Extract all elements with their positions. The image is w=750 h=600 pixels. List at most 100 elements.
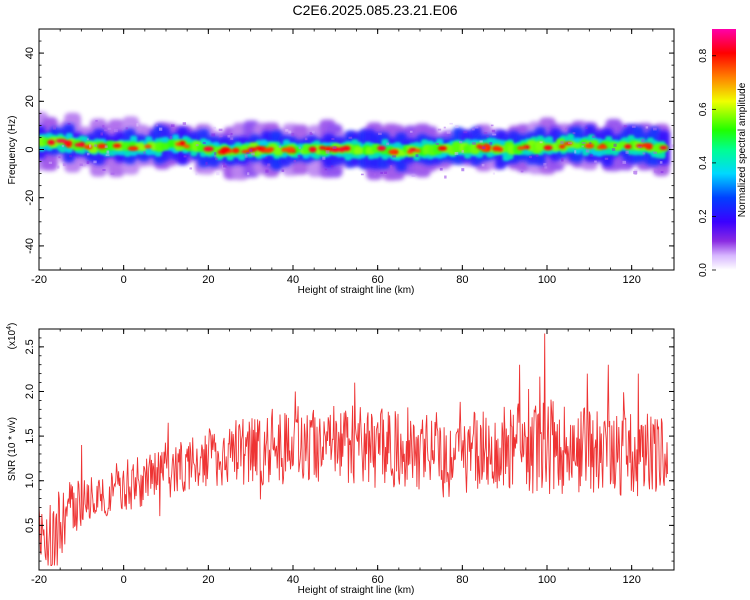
x-tick-label: 60 xyxy=(372,574,384,586)
spectrogram-peak xyxy=(55,138,67,143)
spectrogram-peak xyxy=(263,148,273,153)
snr-y-multiplier-exponent: 4 xyxy=(6,326,13,330)
y-tick-label: 2.0 xyxy=(24,384,36,399)
spectrogram-speckle-cell xyxy=(230,132,233,135)
spectrogram-speckle-cell xyxy=(265,156,268,159)
spectrogram-speckle-cell xyxy=(189,167,193,170)
spectrogram-speckle-cell xyxy=(645,126,649,129)
spectrogram-speckle-cell xyxy=(281,169,285,172)
spectrogram-speckle-cell xyxy=(604,157,609,160)
spectrogram-peaks xyxy=(47,138,668,155)
spectrogram-speckle-cell xyxy=(331,137,335,141)
spectrogram-speckle-cell xyxy=(669,144,674,148)
spectrogram-cell xyxy=(196,144,207,152)
x-tick-label: 20 xyxy=(202,274,214,286)
spectrogram-speckle-cell xyxy=(443,126,446,129)
spectrogram-speckle-cell xyxy=(455,125,459,128)
spectrogram-speckle-cell xyxy=(581,145,584,148)
snr-series-line xyxy=(39,333,669,566)
spectrogram-peak xyxy=(183,144,191,149)
spectrogram-speckle-cell xyxy=(360,173,364,176)
spectrogram-speckle-cell xyxy=(585,126,588,129)
spectrogram-speckle-cell xyxy=(48,161,53,164)
spectrogram-speckle-cell xyxy=(386,142,390,146)
y-tick-label: -40 xyxy=(24,238,36,254)
x-tick-label: 120 xyxy=(622,574,640,586)
spectrogram-speckle-cell xyxy=(642,152,646,155)
spectrogram-peak xyxy=(437,146,448,151)
spectrogram-speckle-cell xyxy=(265,169,269,173)
spectrogram-speckle-cell xyxy=(195,172,198,176)
spectrogram-speckle-cell xyxy=(246,152,250,154)
spectrogram-speckle-cell xyxy=(324,168,328,171)
spectrogram-speckle-cell xyxy=(104,145,108,148)
y-tick-label: 20 xyxy=(24,95,36,107)
spectrogram-peak xyxy=(324,146,333,152)
spectrogram-band xyxy=(39,111,674,181)
spectrogram-speckle-cell xyxy=(61,144,65,148)
spectrogram-speckle-cell xyxy=(454,151,459,155)
spectrogram-cell xyxy=(535,140,546,151)
spectrogram-speckle-cell xyxy=(653,127,657,131)
spectrogram-speckle-cell xyxy=(479,140,483,143)
spectrogram-speckle-cell xyxy=(437,128,442,131)
spectrogram-speckle-cell xyxy=(623,125,627,128)
snr-panel: -20 0 20 40 60 80 100 120 0.5 1.0 1.5 2.0 2.5 Heigh… xyxy=(6,323,675,596)
spectrogram-cell xyxy=(302,144,312,154)
spectrogram-peak xyxy=(408,148,417,152)
spectrogram-speckle-cell xyxy=(247,172,250,176)
spectrogram-x-ticks: -20 0 20 40 60 80 100 120 xyxy=(31,29,675,286)
spectrogram-speckle-cell xyxy=(389,165,393,169)
spectrogram-speckle-cell xyxy=(561,158,564,162)
spectrogram-speckle-cell xyxy=(219,135,223,138)
spectrogram-speckle-cell xyxy=(492,172,496,175)
spectrogram-peak xyxy=(492,145,501,152)
spectrogram-speckle-cell xyxy=(481,163,485,167)
spectrogram-cell xyxy=(167,139,177,148)
colorbar-ticks: 0.0 0.2 0.4 0.6 0.8 xyxy=(698,48,716,277)
x-tick-label: 80 xyxy=(456,574,468,586)
spectrogram-speckle-cell xyxy=(483,132,488,134)
spectrogram-speckle-cell xyxy=(625,150,629,154)
spectrogram-speckle-cell xyxy=(415,154,419,158)
y-tick-label: 40 xyxy=(24,47,36,59)
colorbar-tick-label: 0.0 xyxy=(698,263,709,277)
spectrogram-peak xyxy=(642,142,653,148)
spectrogram-peak xyxy=(377,145,386,151)
spectrogram-speckle-cell xyxy=(590,154,594,157)
spectrogram-speckle-cell xyxy=(474,126,479,129)
spectrogram-y-ticks: -40 -20 0 20 40 xyxy=(24,28,674,271)
spectrogram-speckle-cell xyxy=(325,150,330,154)
spectrogram-speckle-cell xyxy=(304,137,308,141)
spectrogram-speckle-cell xyxy=(444,175,447,179)
snr-y-ticks: 0.5 1.0 1.5 2.0 2.5 xyxy=(24,328,674,571)
spectrogram-peak xyxy=(517,146,526,150)
spectrogram-speckle-cell xyxy=(543,162,547,166)
spectrogram-speckle-cell xyxy=(136,123,139,127)
spectrogram-peak xyxy=(179,140,186,146)
spectrogram-speckle-cell xyxy=(383,171,387,174)
spectrogram-speckle-cell xyxy=(539,141,543,144)
spectrogram-peak xyxy=(558,144,566,149)
colorbar-label: Normalized spectral amplitude xyxy=(737,82,748,217)
spectrogram-speckle-cell xyxy=(218,128,223,132)
spectrogram-speckle-cell xyxy=(435,142,439,146)
spectrogram-peak xyxy=(309,147,317,153)
spectrogram-peak xyxy=(584,143,595,149)
colorbar-tick-label: 0.8 xyxy=(698,48,709,62)
spectrogram-speckle-cell xyxy=(378,132,382,136)
spectrogram-speckle-cell xyxy=(660,171,664,173)
spectrogram-speckle-cell xyxy=(52,126,57,130)
spectrogram-speckle-cell xyxy=(202,141,206,144)
spectrogram-speckle-cell xyxy=(309,132,313,135)
spectrogram-speckle-cell xyxy=(585,149,590,153)
spectrogram-speckle-cell xyxy=(461,150,464,153)
spectrogram-speckle-cell xyxy=(94,144,98,147)
x-tick-label: 0 xyxy=(121,274,127,286)
spectrogram-speckle-cell xyxy=(446,131,451,134)
spectrogram-speckle-cell xyxy=(106,150,110,154)
spectrogram-speckle-cell xyxy=(195,144,199,147)
spectrogram-peak xyxy=(203,146,214,152)
x-tick-label: 40 xyxy=(287,274,299,286)
